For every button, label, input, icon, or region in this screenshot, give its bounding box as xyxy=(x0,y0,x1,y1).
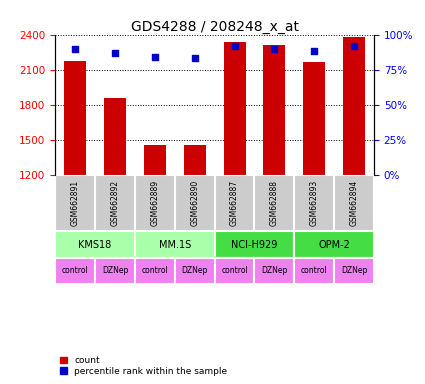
Text: GSM662887: GSM662887 xyxy=(230,180,239,226)
Point xyxy=(151,54,158,60)
Point xyxy=(112,50,119,56)
Bar xyxy=(343,38,365,175)
Text: GSM662891: GSM662891 xyxy=(71,180,79,226)
Text: DZNep: DZNep xyxy=(341,266,367,275)
Bar xyxy=(294,232,374,258)
Bar xyxy=(135,232,215,258)
Bar xyxy=(175,258,215,284)
Bar xyxy=(224,41,246,175)
Bar xyxy=(144,145,166,175)
Bar xyxy=(135,258,175,284)
Text: control: control xyxy=(221,266,248,275)
Text: GSM662894: GSM662894 xyxy=(350,180,359,227)
Text: DZNep: DZNep xyxy=(261,266,288,275)
Point xyxy=(351,43,357,49)
Text: GSM662890: GSM662890 xyxy=(190,180,199,227)
Text: control: control xyxy=(142,266,168,275)
Bar xyxy=(303,61,325,175)
Bar xyxy=(215,258,255,284)
Text: control: control xyxy=(62,266,88,275)
Bar xyxy=(64,61,86,175)
Text: GSM662889: GSM662889 xyxy=(150,180,159,226)
Text: MM.1S: MM.1S xyxy=(159,240,191,250)
Title: GDS4288 / 208248_x_at: GDS4288 / 208248_x_at xyxy=(130,20,299,33)
Bar xyxy=(104,98,126,175)
Text: DZNep: DZNep xyxy=(102,266,128,275)
Bar xyxy=(184,145,206,175)
Text: GSM662893: GSM662893 xyxy=(310,180,319,227)
Point xyxy=(72,46,79,52)
Legend: count, percentile rank within the sample: count, percentile rank within the sample xyxy=(60,356,227,376)
Text: OPM-2: OPM-2 xyxy=(318,240,350,250)
Text: control: control xyxy=(301,266,328,275)
Point xyxy=(231,43,238,49)
Bar xyxy=(255,258,294,284)
Bar xyxy=(334,258,374,284)
Text: GSM662888: GSM662888 xyxy=(270,180,279,226)
Bar xyxy=(264,45,285,175)
Point xyxy=(191,55,198,61)
Point xyxy=(311,48,317,55)
Text: NCI-H929: NCI-H929 xyxy=(231,240,278,250)
Text: KMS18: KMS18 xyxy=(79,240,112,250)
Bar xyxy=(55,232,135,258)
Bar xyxy=(215,232,294,258)
Text: GSM662892: GSM662892 xyxy=(110,180,119,226)
Bar xyxy=(55,258,95,284)
Bar xyxy=(95,258,135,284)
Bar xyxy=(294,258,334,284)
Text: DZNep: DZNep xyxy=(181,266,208,275)
Point xyxy=(271,46,278,52)
